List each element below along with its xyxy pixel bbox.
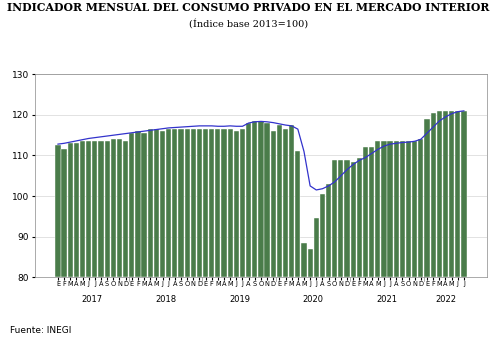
Bar xyxy=(400,141,405,277)
Bar xyxy=(301,243,307,277)
Bar xyxy=(375,141,380,277)
Bar xyxy=(388,141,393,277)
Bar xyxy=(184,129,190,277)
Bar xyxy=(264,123,270,277)
Bar xyxy=(92,141,97,277)
Bar xyxy=(74,143,79,277)
Bar xyxy=(252,121,257,277)
Text: 2020: 2020 xyxy=(303,295,324,305)
Bar xyxy=(129,133,134,277)
Bar xyxy=(104,141,110,277)
Bar xyxy=(178,129,183,277)
Bar xyxy=(283,129,288,277)
Bar xyxy=(455,111,460,277)
Bar xyxy=(357,158,362,277)
Bar xyxy=(449,111,454,277)
Text: INDICADOR MENSUAL DEL CONSUMO PRIVADO EN EL MERCADO INTERIOR: INDICADOR MENSUAL DEL CONSUMO PRIVADO EN… xyxy=(7,2,490,13)
Bar xyxy=(160,131,165,277)
Bar xyxy=(111,139,116,277)
Bar xyxy=(424,119,429,277)
Bar xyxy=(412,141,417,277)
Bar xyxy=(221,129,227,277)
Bar xyxy=(240,129,245,277)
Bar xyxy=(326,184,331,277)
Bar xyxy=(191,129,196,277)
Bar xyxy=(289,125,294,277)
Bar xyxy=(332,160,337,277)
Bar xyxy=(430,113,436,277)
Bar xyxy=(443,111,448,277)
Bar xyxy=(363,147,368,277)
Bar xyxy=(135,131,141,277)
Bar xyxy=(203,129,208,277)
Bar xyxy=(197,129,202,277)
Text: 2017: 2017 xyxy=(81,295,102,305)
Bar xyxy=(308,249,313,277)
Bar xyxy=(406,141,411,277)
Text: 2021: 2021 xyxy=(377,295,398,305)
Bar xyxy=(338,160,343,277)
Bar xyxy=(172,129,177,277)
Bar xyxy=(437,111,442,277)
Bar xyxy=(166,129,171,277)
Text: (Índice base 2013=100): (Índice base 2013=100) xyxy=(189,19,308,28)
Bar xyxy=(277,125,282,277)
Bar xyxy=(148,129,153,277)
Bar xyxy=(270,131,276,277)
Text: 2018: 2018 xyxy=(155,295,176,305)
Bar xyxy=(154,129,159,277)
Bar xyxy=(215,129,221,277)
Bar xyxy=(461,111,467,277)
Bar xyxy=(394,141,399,277)
Bar xyxy=(246,123,251,277)
Bar xyxy=(55,145,61,277)
Bar xyxy=(314,218,319,277)
Bar xyxy=(228,129,233,277)
Bar xyxy=(68,143,73,277)
Bar xyxy=(381,141,387,277)
Bar xyxy=(344,160,350,277)
Bar xyxy=(258,121,263,277)
Bar xyxy=(123,141,128,277)
Bar xyxy=(142,133,147,277)
Bar xyxy=(117,139,122,277)
Text: Fuente: INEGI: Fuente: INEGI xyxy=(10,325,71,335)
Bar xyxy=(234,131,239,277)
Text: 2022: 2022 xyxy=(435,295,456,305)
Bar xyxy=(320,194,325,277)
Text: 2019: 2019 xyxy=(229,295,250,305)
Bar xyxy=(86,141,91,277)
Bar xyxy=(295,151,301,277)
Bar xyxy=(369,147,374,277)
Bar xyxy=(80,141,85,277)
Bar xyxy=(350,162,356,277)
Bar xyxy=(209,129,214,277)
Bar xyxy=(98,141,104,277)
Bar xyxy=(418,139,423,277)
Bar xyxy=(62,149,67,277)
